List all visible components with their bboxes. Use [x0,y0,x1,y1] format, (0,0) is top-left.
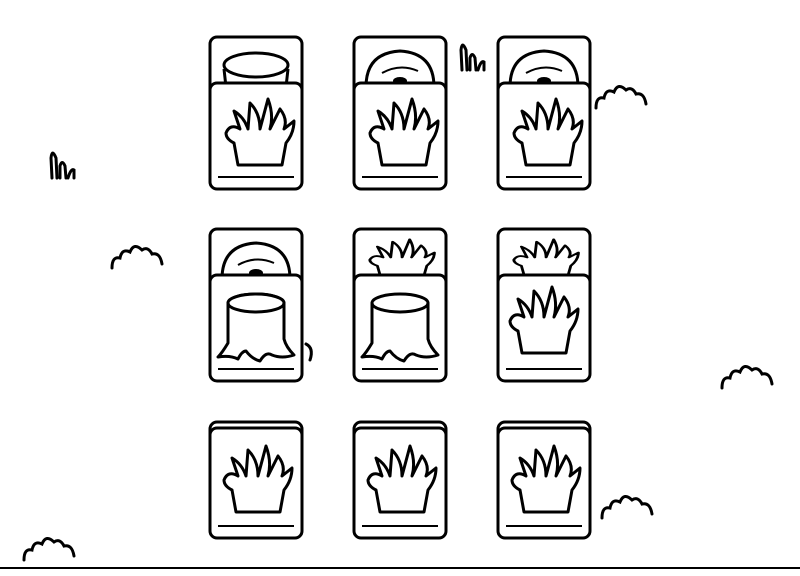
grass-icon [368,238,436,280]
tile-stack-4[interactable] [208,227,304,383]
grass-icon [224,97,296,167]
stump-icon [216,292,296,363]
grass-icon [222,444,294,514]
grass-icon [508,285,580,355]
grass-icon [512,97,584,167]
grass-tuft-icon [49,151,76,180]
grass-tuft-icon [22,537,76,562]
tile-stack-2[interactable] [352,35,448,191]
grass-tuft-icon [720,365,774,390]
grass-icon [510,444,582,514]
tile-stack-9[interactable] [496,420,592,576]
tile-stack-8[interactable] [352,420,448,576]
grass-tuft-icon [304,342,313,362]
grass-tuft-icon [594,85,648,110]
tile-stack-5[interactable] [352,227,448,383]
stump-icon [360,292,440,363]
grass-icon [512,238,580,280]
tile-stack-1[interactable] [208,35,304,191]
grass-tuft-icon [600,495,654,520]
grass-tuft-icon [110,245,164,270]
ground-line [0,567,800,569]
grass-icon [368,97,440,167]
tile-stack-6[interactable] [496,227,592,383]
tile-stack-7[interactable] [208,420,304,576]
grass-icon [366,444,438,514]
grass-tuft-icon [459,43,486,72]
tile-stack-3[interactable] [496,35,592,191]
